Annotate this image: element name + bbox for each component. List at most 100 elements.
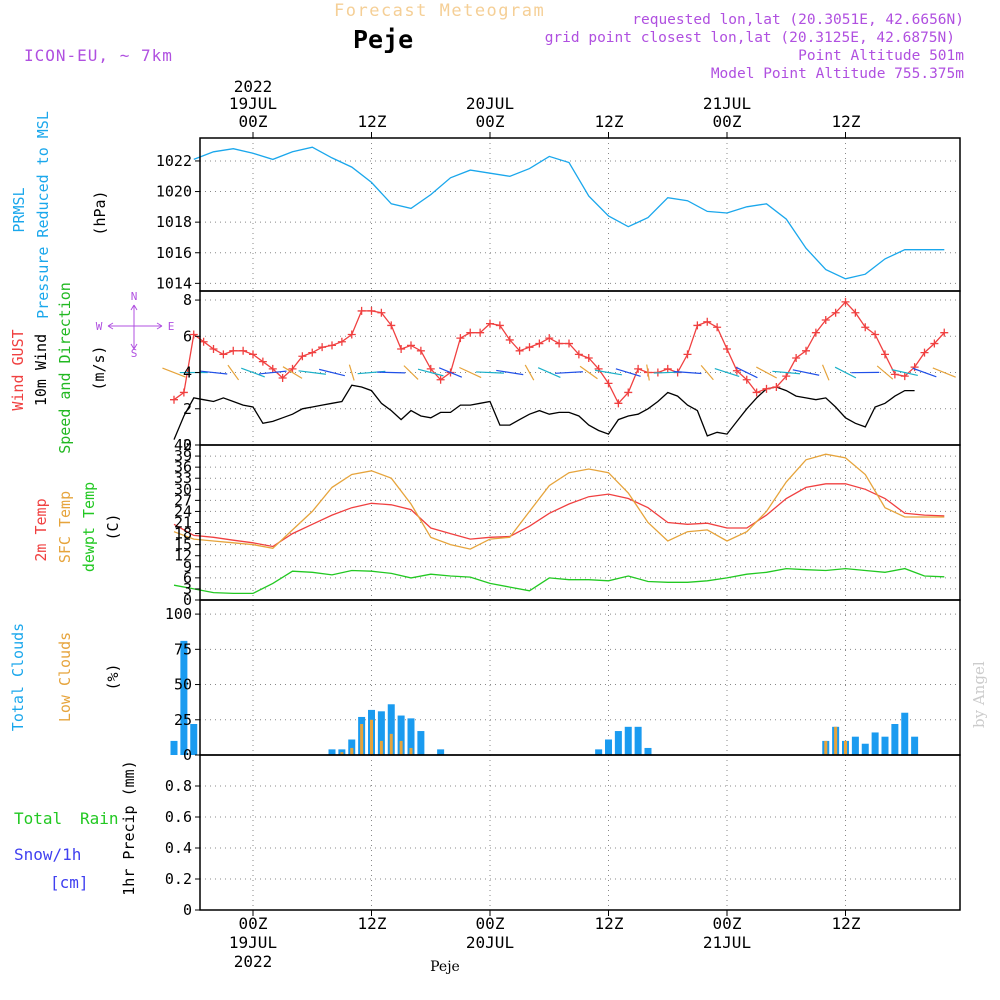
total-cloud-bar (624, 726, 632, 755)
total-cloud-bar (170, 740, 178, 755)
wind-gust-line (173, 300, 945, 405)
ytick-label-3-1: 25 (174, 711, 192, 729)
gust-marker (535, 339, 544, 348)
wind-direction-arrow (241, 367, 265, 378)
label-snow: Snow/1h (14, 845, 81, 864)
gust-marker (318, 343, 327, 352)
gust-marker (347, 330, 356, 339)
gust-marker (792, 354, 801, 363)
gust-marker (288, 364, 297, 373)
gust-marker (486, 319, 494, 328)
credit-text: by Angel (970, 661, 988, 728)
gust-marker (802, 346, 810, 355)
wind-direction-arrow (615, 368, 641, 377)
gust-marker (683, 350, 692, 359)
gust-marker (407, 341, 415, 350)
ytick-label-2-7: 21 (174, 514, 192, 532)
top-tick-3: 00Z (476, 112, 505, 131)
label-pressure-msl: Pressure Reduced to MSL (34, 111, 52, 319)
gust-marker (239, 346, 248, 355)
wind-direction-arrow (298, 370, 327, 375)
top-date-2: 20JUL (466, 94, 514, 113)
ytick-label-0-4: 1022 (156, 152, 192, 170)
ytick-label-2-0: 0 (183, 591, 192, 609)
temp-2m-line (173, 483, 945, 548)
model-altitude: Model Point Altitude 755.375m (711, 66, 964, 82)
label-dewpt-temp: dewpt Temp (80, 482, 98, 572)
wind-direction-arrow (579, 365, 598, 380)
header-title: Forecast Meteogram (334, 1, 545, 21)
gust-marker (229, 346, 238, 355)
gust-marker (426, 364, 435, 373)
wind-direction-arrow (438, 367, 463, 378)
gust-marker (723, 344, 731, 353)
gust-marker (179, 388, 188, 397)
low-cloud-bar (824, 740, 828, 755)
label-speed-direction: Speed and Direction (56, 282, 74, 454)
label-10m-wind: 10m Wind (32, 334, 50, 406)
model-label: ICON-EU, ~ 7km (24, 46, 173, 65)
wind-direction-arrow (282, 366, 303, 379)
top-tick-2: 12Z (358, 112, 387, 131)
ytick-label-0-3: 1020 (156, 183, 192, 201)
ytick-label-3-3: 75 (174, 640, 192, 658)
low-cloud-bar (360, 724, 364, 755)
wind-direction-arrow (821, 364, 830, 381)
ytick-label-4-1: 0.2 (165, 870, 192, 888)
label-precip: 1hr Precip (mm) (120, 760, 138, 895)
gust-marker (545, 334, 554, 343)
wind-direction-arrow (912, 367, 937, 378)
total-cloud-bar (881, 736, 889, 755)
total-cloud-bar (634, 726, 642, 755)
panel-frame-3 (199, 599, 961, 756)
label-prmsl: PRMSL (10, 187, 28, 232)
location-title: Peje (353, 25, 413, 54)
bottom-tick-2: 12Z (358, 914, 387, 933)
gust-marker (920, 348, 929, 357)
wind-direction-arrow (700, 364, 714, 381)
wind-direction-arrow (348, 364, 355, 381)
wind-direction-arrow (227, 364, 240, 381)
panel-frame-4 (199, 754, 961, 911)
label-total-clouds: Total Clouds (9, 623, 27, 731)
gust-marker (436, 375, 445, 384)
wind-direction-arrow (496, 369, 524, 376)
bottom-tick-6: 12Z (832, 914, 861, 933)
total-cloud-bar (180, 640, 188, 755)
label-percent: (%) (104, 663, 122, 690)
label-ms: (m/s) (90, 345, 108, 390)
gust-marker (930, 339, 939, 348)
ytick-label-4-2: 0.4 (165, 839, 192, 857)
temp-sfc-line (173, 453, 945, 550)
gust-marker (821, 315, 830, 324)
top-tick-5: 00Z (713, 112, 742, 131)
gust-marker (219, 350, 228, 359)
gust-marker (367, 306, 376, 315)
gust-marker (337, 337, 346, 346)
gust-marker (624, 388, 633, 397)
total-cloud-bar (437, 749, 445, 755)
label-total: Total (14, 809, 62, 828)
ytick-label-2-12: 36 (174, 458, 192, 476)
total-cloud-bar (871, 732, 879, 755)
gust-marker (574, 350, 583, 359)
ytick-label-0-0: 1014 (156, 274, 192, 292)
total-cloud-bar (348, 739, 356, 755)
gust-marker (377, 308, 386, 317)
wind-direction-arrow (476, 371, 504, 374)
key-west: W (96, 320, 103, 333)
wind-direction-arrow (772, 370, 801, 375)
gust-marker (170, 395, 178, 404)
top-date-3: 21JUL (703, 94, 751, 113)
ytick-label-1-1: 2 (183, 400, 192, 418)
low-cloud-bar (340, 752, 344, 755)
ytick-label-0-2: 1018 (156, 213, 192, 231)
wind-direction-arrow (891, 369, 918, 377)
total-cloud-bar (605, 739, 612, 755)
gust-marker (476, 328, 485, 337)
total-cloud-bar (328, 749, 336, 755)
total-cloud-bar (397, 715, 405, 755)
ytick-label-0-1: 1016 (156, 244, 192, 262)
gust-marker (249, 350, 257, 359)
